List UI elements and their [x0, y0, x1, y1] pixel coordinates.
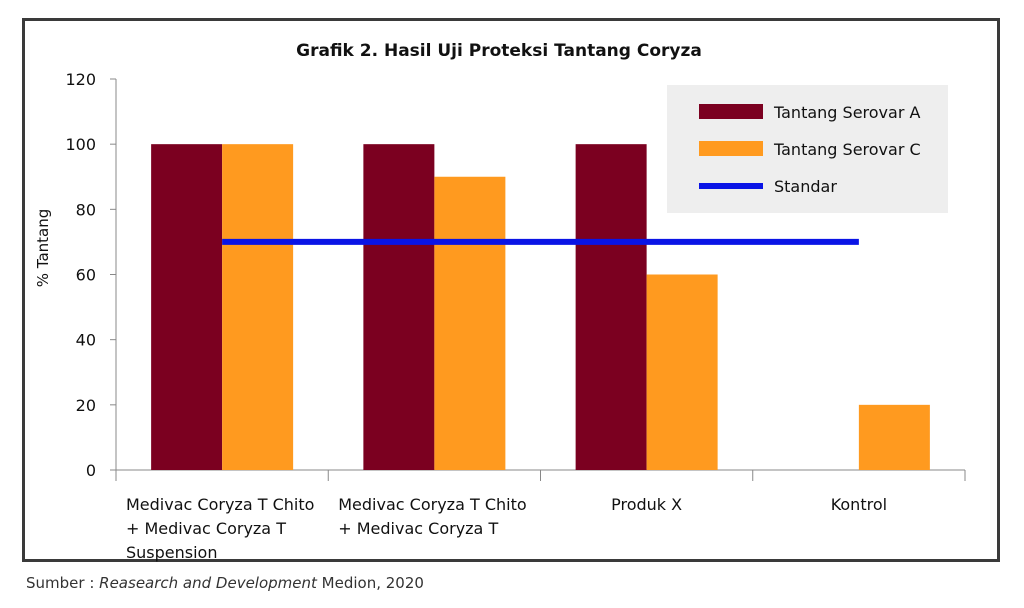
bar-serovar-a [575, 144, 647, 470]
y-tick-label: 20 [76, 396, 96, 415]
legend-swatch [699, 104, 763, 119]
source-suffix: Medion, 2020 [316, 574, 424, 592]
y-tick-label: 0 [86, 461, 96, 480]
bar-serovar-c [646, 274, 718, 470]
x-tick-label: Suspension [126, 543, 217, 562]
y-tick-label: 100 [65, 135, 96, 154]
source-note: Sumber : Reasearch and Development Medio… [26, 574, 424, 592]
bar-serovar-a [151, 144, 223, 470]
bar-serovar-c [222, 144, 294, 470]
bar-serovar-c [434, 176, 506, 470]
legend-swatch [699, 141, 763, 156]
x-tick-label: + Medivac Coryza T [338, 519, 498, 538]
legend-label: Standar [774, 177, 837, 196]
y-axis-label: % Tantang [34, 209, 52, 288]
x-tick-label: Produk X [611, 495, 682, 514]
bar-chart: Grafik 2. Hasil Uji Proteksi Tantang Cor… [34, 41, 966, 562]
x-tick-label: Kontrol [831, 495, 887, 514]
source-italic: Reasearch and Development [99, 574, 317, 592]
source-prefix: Sumber : [26, 574, 100, 592]
y-tick-label: 40 [76, 331, 96, 350]
y-tick-label: 120 [65, 70, 96, 89]
y-tick-label: 80 [76, 200, 96, 219]
x-tick-label: + Medivac Coryza T [126, 519, 286, 538]
chart-title: Grafik 2. Hasil Uji Proteksi Tantang Cor… [296, 41, 702, 61]
legend-label: Tantang Serovar A [773, 103, 920, 122]
legend-label: Tantang Serovar C [773, 140, 921, 159]
y-tick-label: 60 [76, 266, 96, 285]
bar-serovar-a [363, 144, 435, 470]
x-tick-label: Medivac Coryza T Chito [126, 495, 314, 514]
x-tick-label: Medivac Coryza T Chito [338, 495, 526, 514]
bar-serovar-c [858, 404, 930, 470]
